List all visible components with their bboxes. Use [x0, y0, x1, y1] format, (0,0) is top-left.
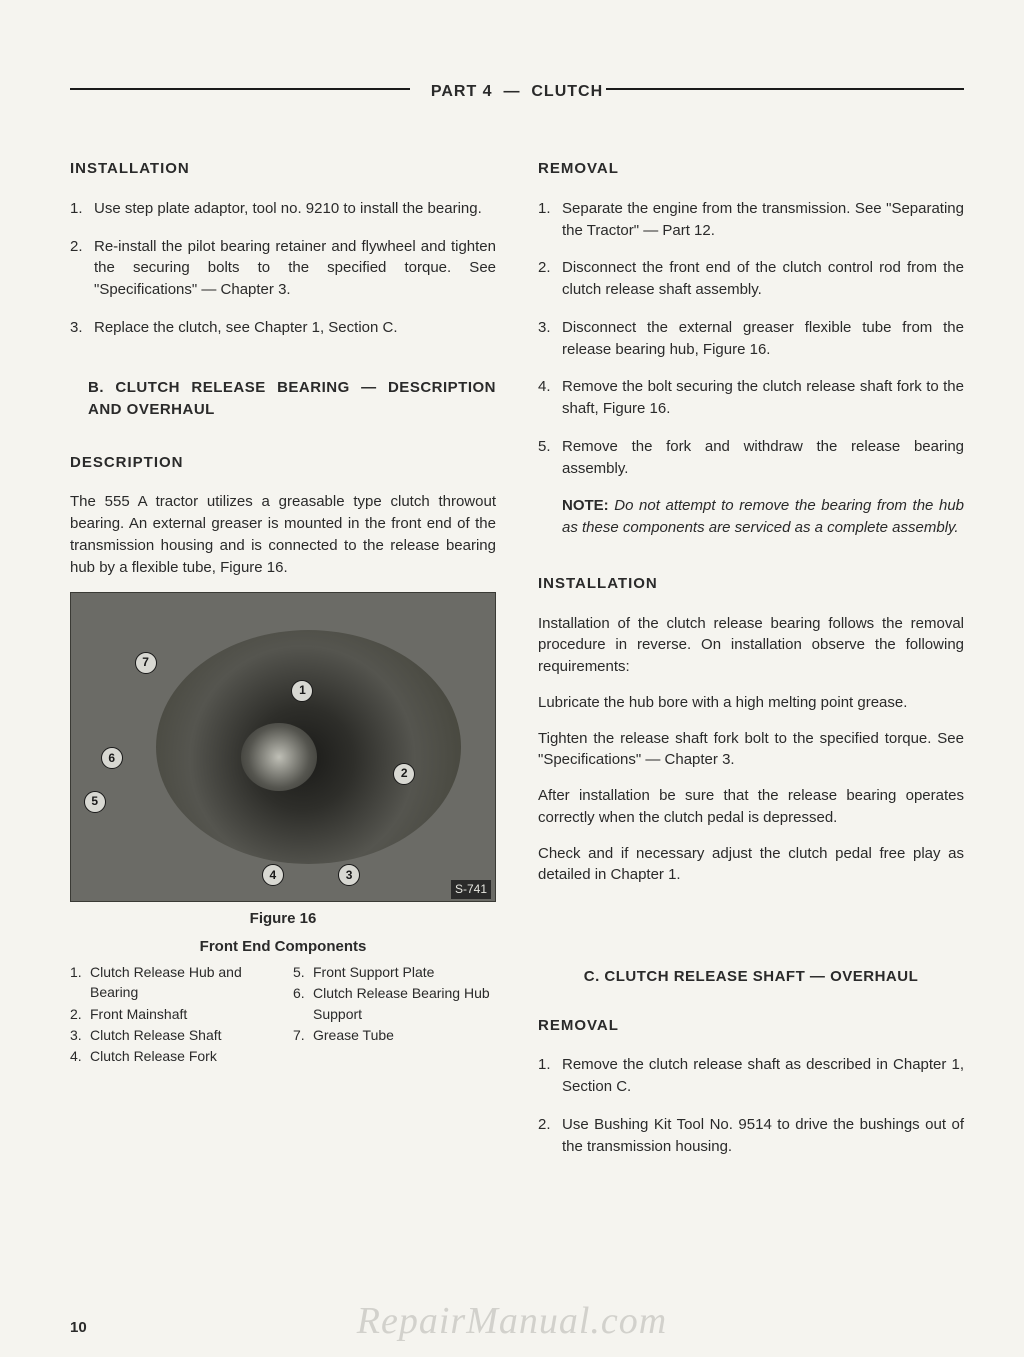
figure-image: 1 2 3 4 5 6 7 S-741	[70, 592, 496, 902]
header-rule-right	[606, 88, 964, 90]
install-para: Installation of the clutch release beari…	[538, 613, 964, 678]
legend-left-list: Clutch Release Hub and Bearing Front Mai…	[70, 962, 273, 1066]
watermark: RepairManual.com	[0, 1294, 1024, 1349]
list-item: Remove the bolt securing the clutch rele…	[538, 376, 964, 420]
list-item: Remove the clutch release shaft as descr…	[538, 1054, 964, 1098]
list-item: Disconnect the front end of the clutch c…	[538, 257, 964, 301]
figure-callout: 2	[393, 763, 415, 785]
right-removal-heading: REMOVAL	[538, 158, 964, 180]
header-part: PART 4	[431, 83, 493, 100]
list-item: Re-install the pilot bearing retainer an…	[70, 236, 496, 301]
removal-note: NOTE: Do not attempt to remove the beari…	[538, 495, 964, 539]
figure-callout: 1	[291, 680, 313, 702]
legend-right-list: Front Support Plate Clutch Release Beari…	[293, 962, 496, 1045]
list-item: Disconnect the external greaser flexible…	[538, 317, 964, 361]
list-item: Replace the clutch, see Chapter 1, Secti…	[70, 317, 496, 339]
right-removal-list: Separate the engine from the transmissio…	[538, 198, 964, 480]
note-body: Do not attempt to remove the bearing fro…	[562, 497, 964, 536]
section-c-removal-heading: REMOVAL	[538, 1015, 964, 1037]
figure-16: 1 2 3 4 5 6 7 S-741 Figure 16 Front End Compon…	[70, 592, 496, 1067]
list-item: Use step plate adaptor, tool no. 9210 to…	[70, 198, 496, 220]
figure-title: Front End Components	[70, 936, 496, 958]
legend-item: Clutch Release Shaft	[70, 1025, 273, 1045]
figure-callout: 3	[338, 864, 360, 886]
description-heading: DESCRIPTION	[70, 452, 496, 474]
legend-item: Grease Tube	[293, 1025, 496, 1045]
figure-source-tag: S-741	[451, 880, 491, 899]
section-b-heading: B. CLUTCH RELEASE BEARING — DESCRIPTION …	[88, 377, 496, 422]
content-columns: INSTALLATION Use step plate adaptor, too…	[70, 158, 964, 1173]
figure-number: Figure 16	[70, 908, 496, 930]
header-text: PART 4 — CLUTCH	[421, 80, 613, 103]
section-c-heading: C. CLUTCH RELEASE SHAFT — OVERHAUL	[538, 966, 964, 989]
left-column: INSTALLATION Use step plate adaptor, too…	[70, 158, 496, 1173]
install-para: Check and if necessary adjust the clutch…	[538, 843, 964, 887]
legend-item: Front Mainshaft	[70, 1004, 273, 1024]
figure-callout: 7	[135, 652, 157, 674]
header-title: CLUTCH	[531, 83, 603, 100]
figure-callout: 4	[262, 864, 284, 886]
right-installation-heading: INSTALLATION	[538, 573, 964, 595]
section-c-removal-list: Remove the clutch release shaft as descr…	[538, 1054, 964, 1157]
note-label: NOTE:	[562, 497, 609, 514]
legend-item: Clutch Release Fork	[70, 1046, 273, 1066]
list-item: Separate the engine from the transmissio…	[538, 198, 964, 242]
left-installation-list: Use step plate adaptor, tool no. 9210 to…	[70, 198, 496, 339]
legend-item: Clutch Release Bearing Hub Support	[293, 983, 496, 1024]
install-para: After installation be sure that the rele…	[538, 785, 964, 829]
figure-hub	[241, 723, 317, 791]
figure-callout: 6	[101, 747, 123, 769]
page-header: PART 4 — CLUTCH	[70, 80, 964, 103]
header-rule-left	[70, 88, 410, 90]
figure-legend: Clutch Release Hub and Bearing Front Mai…	[70, 962, 496, 1067]
left-installation-heading: INSTALLATION	[70, 158, 496, 180]
legend-item: Clutch Release Hub and Bearing	[70, 962, 273, 1003]
list-item: Remove the fork and withdraw the release…	[538, 436, 964, 480]
right-column: REMOVAL Separate the engine from the tra…	[538, 158, 964, 1173]
legend-item: Front Support Plate	[293, 962, 496, 982]
description-body: The 555 A tractor utilizes a greasable t…	[70, 491, 496, 578]
install-para: Tighten the release shaft fork bolt to t…	[538, 728, 964, 772]
list-item: Use Bushing Kit Tool No. 9514 to drive t…	[538, 1114, 964, 1158]
install-para: Lubricate the hub bore with a high melti…	[538, 692, 964, 714]
page-number: 10	[70, 1317, 87, 1339]
figure-callout: 5	[84, 791, 106, 813]
